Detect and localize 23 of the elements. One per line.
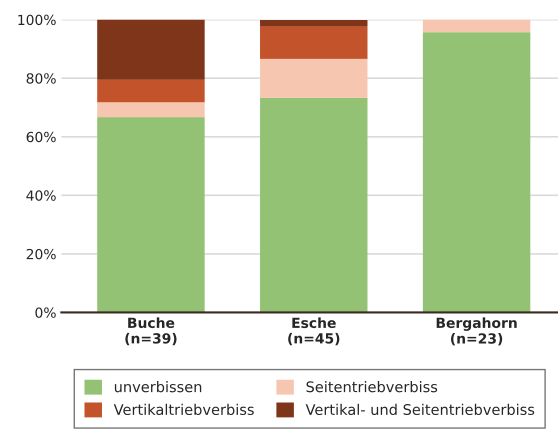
x-tick-label: Esche (n=45) [288,317,340,346]
legend-label: Seitentriebverbiss [306,381,438,392]
bar [422,20,530,32]
bar [97,102,205,118]
legend-label: Vertikaltriebverbiss [114,404,254,416]
legend-label: unverbissen [114,381,202,392]
bar [260,26,368,59]
y-tick-label: 20% [26,248,56,260]
y-tick-label: 0% [35,307,56,318]
x-tick-label: Bergahorn (n=23) [436,317,517,346]
bar [422,32,530,312]
y-tick-label: 100% [18,14,56,26]
bar [260,20,368,26]
bar [97,80,205,102]
bar [260,58,368,98]
x-tick-label: Buche (n=39) [125,317,177,346]
y-tick-label: 80% [26,73,56,84]
bar [97,20,205,80]
bar [260,98,368,312]
y-tick-label: 60% [26,132,56,142]
legend-label: Vertikal- und Seitentriebverbiss [306,404,534,416]
bar [97,117,205,312]
y-tick-label: 40% [26,190,56,201]
